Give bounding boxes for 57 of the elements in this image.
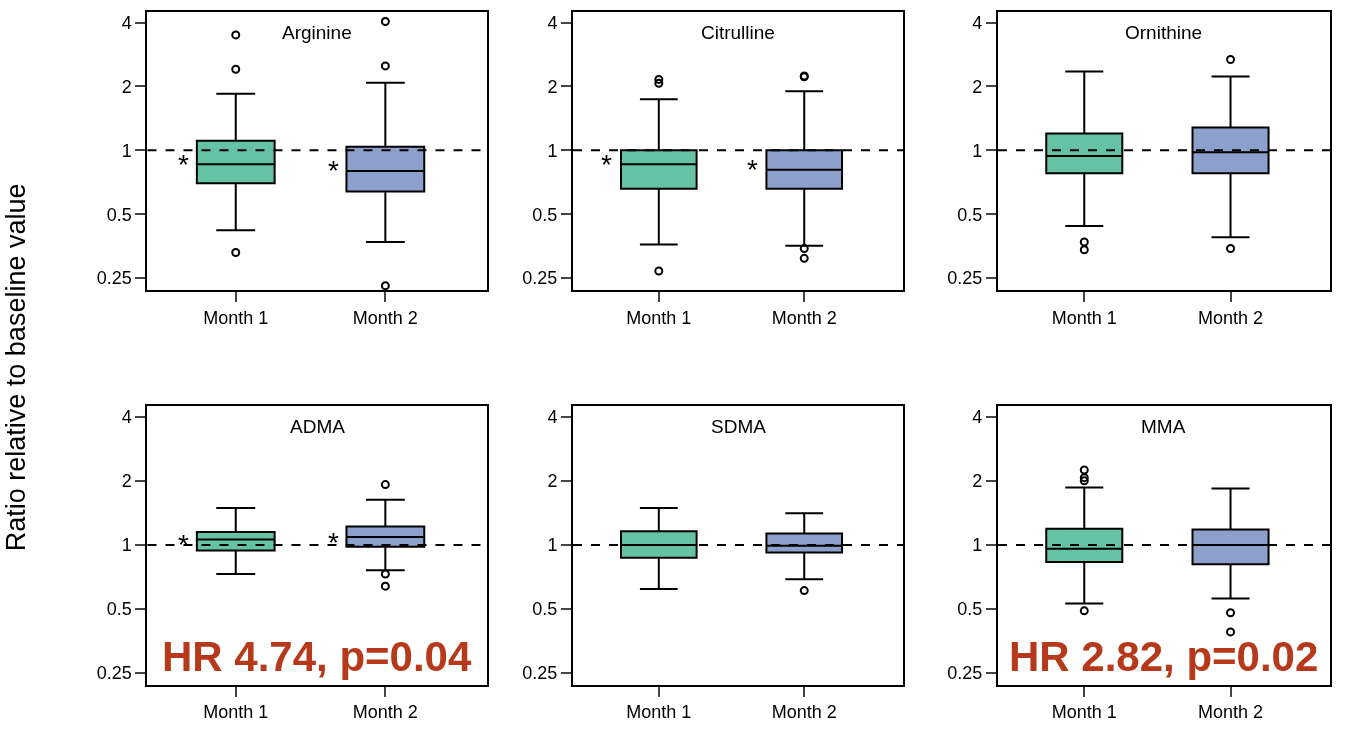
y-tick-label: 4	[547, 12, 558, 33]
y-tick-label: 2	[972, 471, 983, 492]
x-tick-label: Month 1	[1051, 307, 1117, 328]
y-tick-label: 0.5	[106, 204, 132, 225]
y-tick-label: 4	[547, 407, 558, 428]
x-tick-label: Month 1	[1051, 702, 1117, 723]
y-tick-label: 2	[547, 76, 558, 97]
y-tick-label: 0.25	[947, 268, 983, 289]
y-tick-label: 0.5	[957, 204, 983, 225]
y-tick-label: 0.5	[957, 599, 983, 620]
y-tick-label: 1	[547, 535, 558, 556]
y-tick-label: 4	[972, 12, 983, 33]
text: Citrulline	[701, 22, 775, 43]
text: SDMA	[711, 416, 767, 437]
y-tick-label: 2	[121, 76, 132, 97]
y-tick-label: 0.25	[96, 268, 132, 289]
x-tick-label: Month 2	[352, 307, 418, 328]
y-tick-label: 0.5	[532, 599, 558, 620]
annotation: *	[178, 529, 189, 560]
y-tick-label: 0.5	[106, 599, 132, 620]
y-tick-label: 4	[972, 407, 983, 428]
x-tick-label: Month 2	[352, 702, 418, 723]
y-tick-label: 2	[972, 76, 983, 97]
x-tick-label: Month 2	[771, 702, 837, 723]
x-tick-label: Month 1	[203, 702, 269, 723]
y-tick-label: 4	[121, 407, 132, 428]
x-tick-label: Month 1	[626, 307, 692, 328]
y-tick-label: 0.5	[532, 204, 558, 225]
annotation: *	[328, 155, 339, 186]
annotation: *	[747, 154, 758, 185]
text: Ornithine	[1125, 22, 1203, 43]
y-tick-label: 1	[121, 535, 132, 556]
annotation: HR 2.82, p=0.02	[1009, 633, 1319, 680]
y-tick-label: 0.25	[96, 663, 132, 684]
y-tick-label: 0.25	[947, 663, 983, 684]
annotation: *	[601, 149, 612, 180]
text: MMA	[1141, 416, 1186, 437]
annotation: *	[178, 149, 189, 180]
text: ADMA	[290, 416, 346, 437]
text: Arginine	[282, 22, 352, 43]
y-tick-label: 1	[972, 140, 983, 161]
x-tick-label: Month 1	[203, 307, 269, 328]
y-tick-label: 2	[121, 471, 132, 492]
x-tick-label: Month 1	[626, 702, 692, 723]
annotation: HR 4.74, p=0.04	[162, 633, 472, 680]
y-tick-label: 4	[121, 12, 132, 33]
y-axis-title: Ratio relative to baseline value	[1, 183, 32, 552]
annotation: *	[328, 527, 339, 558]
y-tick-label: 0.25	[522, 663, 558, 684]
y-tick-label: 1	[121, 140, 132, 161]
y-tick-label: 2	[547, 471, 558, 492]
x-tick-label: Month 2	[1198, 702, 1264, 723]
x-tick-label: Month 2	[1198, 307, 1264, 328]
y-tick-label: 1	[547, 140, 558, 161]
y-tick-label: 1	[972, 535, 983, 556]
x-tick-label: Month 2	[771, 307, 837, 328]
y-tick-label: 0.25	[522, 268, 558, 289]
